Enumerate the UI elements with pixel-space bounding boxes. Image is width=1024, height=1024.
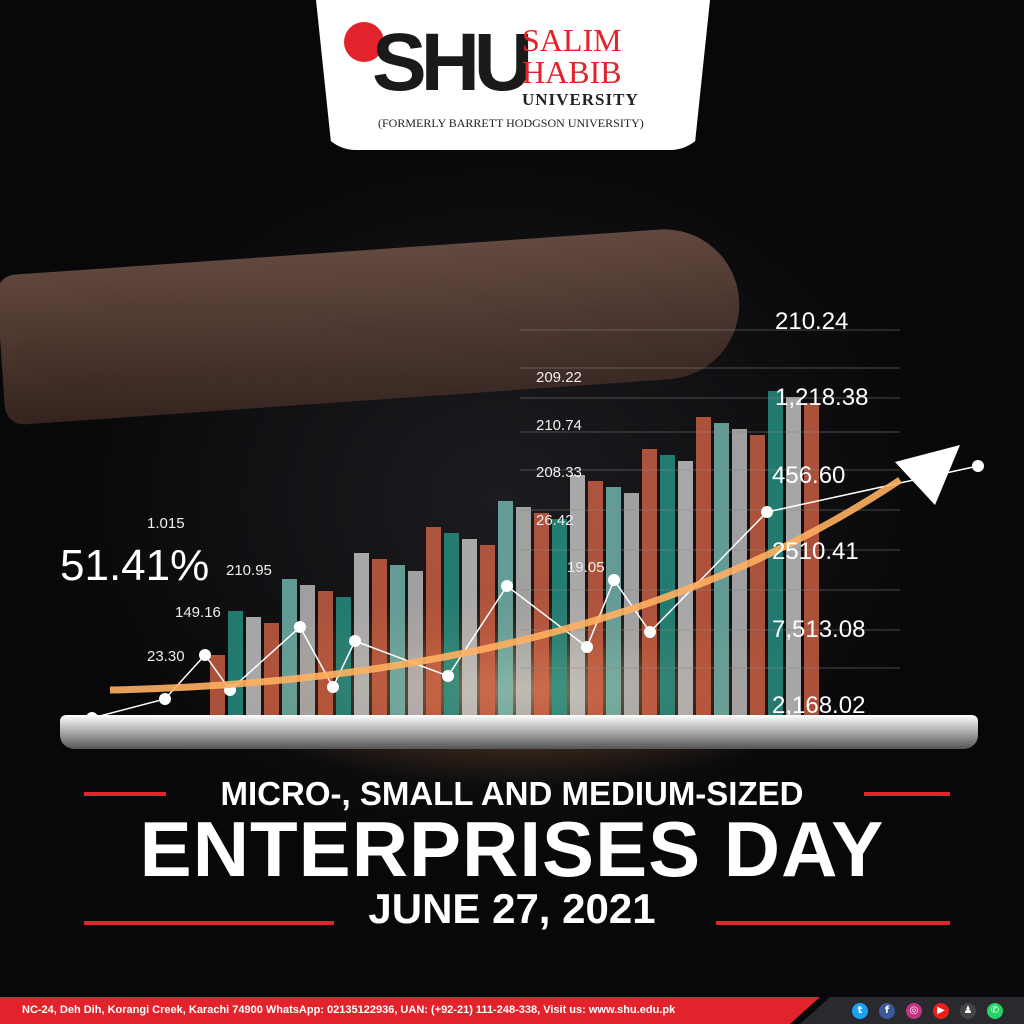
- chart-bar: [552, 519, 567, 715]
- chart-bar: [318, 591, 333, 715]
- chart-bar: [660, 455, 675, 715]
- chart-bar: [606, 487, 621, 715]
- footer-contact: NC-24, Deh Dih, Korangi Creek, Karachi 7…: [22, 1004, 676, 1016]
- figure: 456.60: [772, 462, 846, 489]
- chart-bar: [462, 539, 477, 715]
- university-logo: SHU SALIM HABIB UNIVERSITY (FORMERLY BARR…: [316, 0, 710, 150]
- trend-point: [581, 641, 593, 653]
- chart-bar: [570, 475, 585, 715]
- chart-bar: [498, 501, 513, 715]
- event-date: JUNE 27, 2021: [368, 885, 656, 932]
- trend-point: [972, 460, 984, 472]
- chart-bar: [354, 553, 369, 715]
- growth-arrow: [109, 477, 902, 694]
- figure: 2510.41: [772, 538, 859, 565]
- figure: 210.24: [775, 308, 849, 335]
- tablet-image: [60, 715, 978, 749]
- figure: 19.05: [567, 559, 605, 576]
- figure: 2,168.02: [772, 692, 866, 719]
- rose-icon: [344, 22, 384, 62]
- chart-bar: [588, 481, 603, 715]
- trend-point: [199, 649, 211, 661]
- chart-bar: [264, 623, 279, 715]
- divider: [84, 921, 334, 925]
- logo-name: SALIM HABIB: [522, 24, 622, 88]
- arrow-head-icon: [895, 445, 960, 505]
- divider: [864, 792, 950, 796]
- chart-bar: [804, 403, 819, 715]
- chart-bar: [426, 527, 441, 715]
- trend-point: [294, 621, 306, 633]
- figure: 209.22: [536, 369, 582, 386]
- youtube-icon[interactable]: ▶: [933, 1003, 949, 1019]
- logo-mark: SHU: [372, 17, 533, 108]
- chart-bar: [282, 579, 297, 715]
- figure: 1.015: [147, 515, 185, 532]
- chart-bar: [732, 429, 747, 715]
- headline-line1: MICRO-, SMALL AND MEDIUM-SIZED: [220, 775, 804, 812]
- chart-bar: [786, 397, 801, 715]
- chart-bar: [480, 545, 495, 715]
- percent-figure: 51.41%: [60, 541, 210, 590]
- logo-university: UNIVERSITY: [522, 90, 639, 109]
- logo-name-line2: HABIB: [522, 54, 622, 90]
- figure: 210.74: [536, 417, 582, 434]
- snapchat-icon[interactable]: ♟: [960, 1003, 976, 1019]
- chart-bar: [516, 507, 531, 715]
- logo-former-name: (FORMERLY BARRETT HODGSON UNIVERSITY): [378, 116, 644, 130]
- divider: [716, 921, 950, 925]
- trend-point: [761, 506, 773, 518]
- facebook-icon[interactable]: f: [879, 1003, 895, 1019]
- trend-point: [608, 574, 620, 586]
- figure: 1,218.38: [775, 384, 869, 411]
- trend-point: [349, 635, 361, 647]
- trend-line: [91, 465, 979, 719]
- chart-bar: [336, 597, 351, 715]
- footer-bar: [0, 997, 820, 1024]
- divider: [84, 792, 166, 796]
- chart-bar: [750, 435, 765, 715]
- headline-title: ENTERPRISES DAY: [139, 805, 885, 893]
- trend-point: [327, 681, 339, 693]
- twitter-icon[interactable]: t: [852, 1003, 868, 1019]
- trend-point: [159, 693, 171, 705]
- chart-bar: [246, 617, 261, 715]
- chart-bar: [228, 611, 243, 715]
- trend-point: [442, 670, 454, 682]
- chart-bar: [642, 449, 657, 715]
- chart-bar: [444, 533, 459, 715]
- chart-bar: [714, 423, 729, 715]
- logo-name-line1: SALIM: [522, 22, 622, 58]
- instagram-icon[interactable]: ◎: [906, 1003, 922, 1019]
- chart-bar: [300, 585, 315, 715]
- figure: 149.16: [175, 604, 221, 621]
- chart-bar: [696, 417, 711, 715]
- figure: 208.33: [536, 464, 582, 481]
- chart-bar: [390, 565, 405, 715]
- chart-bar: [534, 513, 549, 715]
- figure: 210.95: [226, 562, 272, 579]
- trend-point: [501, 580, 513, 592]
- chart-bar: [408, 571, 423, 715]
- figure: 26.42: [536, 512, 574, 529]
- trend-point: [644, 626, 656, 638]
- chart-bar: [372, 559, 387, 715]
- figure: 7,513.08: [772, 616, 866, 643]
- whatsapp-icon[interactable]: ✆: [987, 1003, 1003, 1019]
- figure: 23.30: [147, 648, 185, 665]
